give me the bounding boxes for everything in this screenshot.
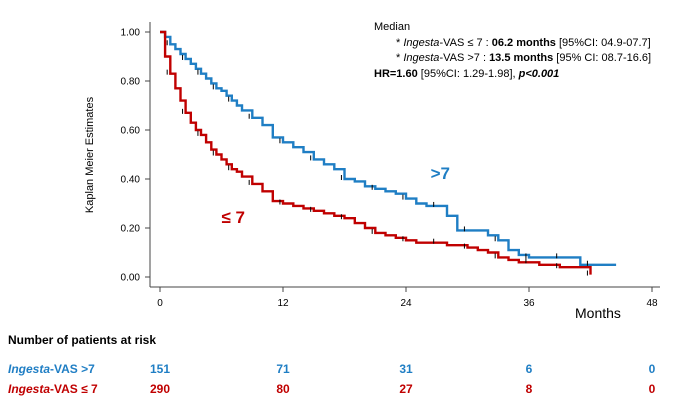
x-tick-label: 48 <box>646 298 658 309</box>
curves <box>160 30 617 276</box>
legend-ci: [95%CI: 04.9-07.7] <box>555 36 651 49</box>
x-tick-label: 36 <box>523 298 535 309</box>
legend-suffix: -VAS >7 : <box>439 52 490 64</box>
legend-name: Ingesta <box>403 52 440 64</box>
legend-row-low: * Ingesta-VAS ≤ 7 : 06.2 months [95%CI: … <box>374 36 651 52</box>
y-tick-label: 0.40 <box>121 175 141 186</box>
hr-ci: [95%CI: 1.29-1.98], <box>417 67 519 80</box>
legend-title: Median <box>374 21 411 33</box>
median-legend: Median * Ingesta-VAS ≤ 7 : 06.2 months [… <box>374 20 651 82</box>
legend-row-high: * Ingesta-VAS >7 : 13.5 months [95% CI: … <box>374 51 651 67</box>
hr-value: HR=1.60 <box>374 67 418 80</box>
y-tick-label: 0.60 <box>121 126 141 137</box>
x-tick-label: 24 <box>400 298 412 309</box>
legend-ci: [95% CI: 08.7-16.6] <box>553 52 652 64</box>
y-tick-label: 0.00 <box>121 273 141 284</box>
curve-label-low: ≤ 7 <box>222 208 246 227</box>
legend-median: 13.5 months <box>489 52 554 64</box>
km-curve-low <box>160 30 592 275</box>
km-curve-high <box>160 30 617 266</box>
legend-bullet: * <box>396 36 404 49</box>
legend-median: 06.2 months <box>491 36 556 49</box>
y-axis-label: Kaplan Meier Estimates <box>84 96 96 213</box>
legend-suffix: -VAS ≤ 7 : <box>439 36 492 49</box>
hr-p-value: p<0.001 <box>518 67 560 80</box>
x-tick-label: 0 <box>157 298 163 309</box>
legend-name: Ingesta <box>403 36 440 49</box>
x-tick-label: 12 <box>277 298 289 309</box>
legend-bullet: * <box>396 52 404 64</box>
x-axis-label: Months <box>575 305 621 321</box>
curve-label-high: >7 <box>431 164 450 183</box>
y-tick-label: 0.20 <box>121 224 141 235</box>
y-tick-label: 1.00 <box>121 28 141 39</box>
axes: 0.00 0.20 0.40 0.60 0.80 1.00 0 12 24 36 48 <box>121 22 660 309</box>
legend-hazard-ratio: HR=1.60 [95%CI: 1.29-1.98], p<0.001 <box>374 67 651 83</box>
y-tick-label: 0.80 <box>121 77 141 88</box>
